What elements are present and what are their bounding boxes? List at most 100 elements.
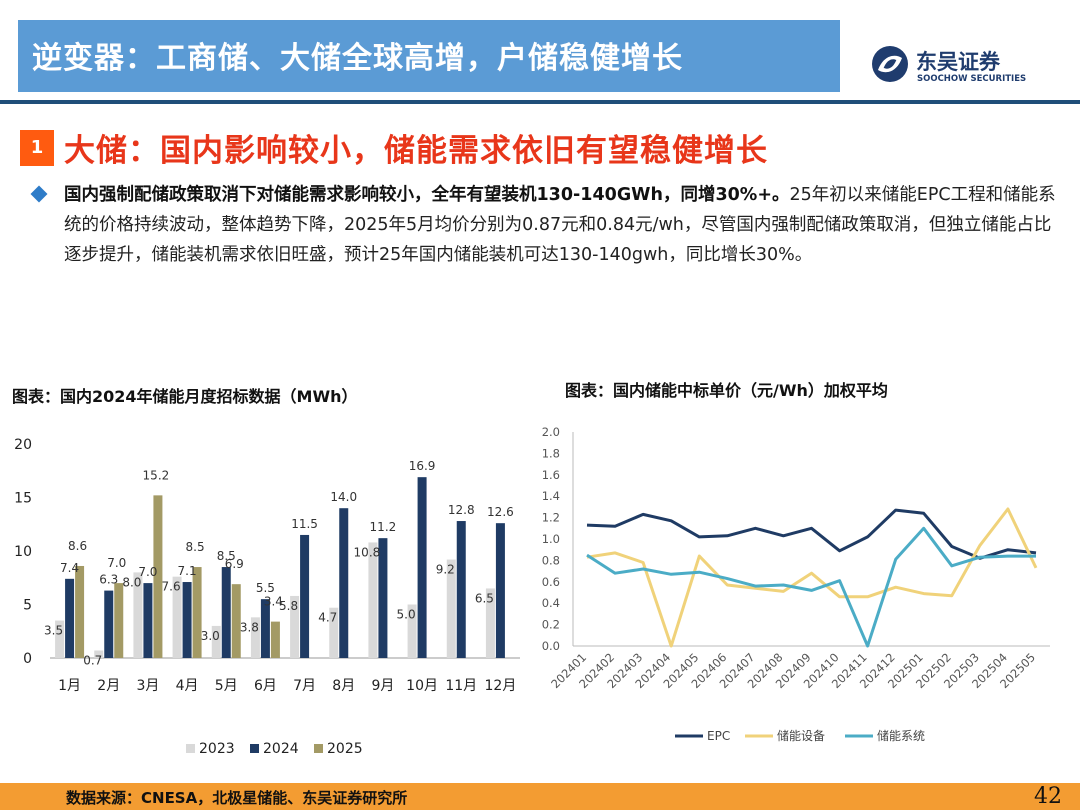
bar-2024: [182, 582, 192, 658]
bar-2024: [221, 567, 231, 658]
y-tick-label: 10: [14, 544, 32, 560]
footer-bar: [0, 783, 1080, 810]
bar-value-label: 0.7: [83, 654, 102, 668]
bar-2024: [417, 477, 427, 658]
bar-value-label: 7.6: [162, 580, 181, 594]
legend-label: 储能系统: [877, 728, 925, 743]
legend-label: EPC: [707, 729, 730, 743]
legend-label: 2023: [199, 741, 235, 757]
y-tick-label: 0.4: [542, 596, 560, 610]
monthly-tender-bar-chart: 0 5 10 15 20 1月 2月 3月 4月 5月 6月 7月 8月 9月 10月 11月 12月 3.5 7.…: [14, 437, 520, 757]
bar-2023: [250, 617, 260, 658]
x-tick-label: 12月: [485, 678, 517, 694]
section-title: 大储：国内影响较小，储能需求依旧有望稳健增长: [64, 133, 768, 169]
y-tick-label: 15: [14, 491, 32, 507]
x-tick-label: 10月: [406, 678, 438, 694]
bar-value-label: 3.8: [240, 620, 259, 634]
y-tick-label: 1.8: [542, 446, 560, 460]
bar-value-label: 15.2: [143, 468, 170, 482]
summary-paragraph: 国内强制配储政策取消下对储能需求影响较小，全年有望装机130-140GWh，同增…: [64, 180, 1064, 270]
bar-2025: [231, 584, 241, 658]
x-tick-label: 5月: [215, 678, 238, 694]
logo-english-name: SOOCHOW SECURITIES: [917, 74, 1027, 84]
legend-label: 储能设备: [777, 728, 825, 743]
bar-2024: [339, 508, 349, 658]
legend-swatch-2023: [186, 744, 195, 753]
line-series-储能系统: [586, 526, 1036, 648]
bar-2024: [495, 523, 505, 658]
bar-value-label: 5.0: [397, 608, 416, 622]
y-tick-label: 1.6: [542, 468, 560, 482]
bar-2024: [104, 590, 114, 658]
bar-value-label: 11.2: [370, 520, 397, 534]
bar-2024: [65, 578, 75, 658]
bar-2025: [75, 565, 85, 658]
bar-2023: [133, 572, 143, 658]
bar-2025: [270, 621, 280, 658]
bar-2023: [94, 650, 104, 658]
y-tick-label: 2.0: [542, 425, 560, 439]
x-tick-label: 7月: [293, 678, 316, 694]
bar-value-label: 7.0: [107, 556, 126, 570]
bar-value-label: 12.8: [448, 503, 475, 517]
y-tick-label: 0: [23, 651, 32, 667]
bar-value-label: 8.5: [186, 540, 205, 554]
page-number: 42: [1034, 784, 1062, 809]
title-bar: 逆变器：工商储、大储全球高增，户储稳健增长: [18, 20, 840, 92]
bar-value-label: 5.8: [279, 599, 298, 613]
y-tick-label: 20: [14, 437, 32, 453]
bar-2025: [192, 567, 202, 658]
left-chart-title: 图表：国内2024年储能月度招标数据（MWh）: [12, 387, 358, 406]
x-tick-label: 9月: [371, 678, 394, 694]
bar-2023: [407, 604, 417, 658]
bar-2023: [211, 625, 221, 658]
bar-value-label: 8.6: [68, 539, 87, 553]
bar-2024: [378, 538, 388, 658]
bar-value-label: 16.9: [409, 459, 436, 473]
bar-value-label: 14.0: [330, 490, 357, 504]
company-logo: 东吴证券 SOOCHOW SECURITIES: [870, 44, 1060, 90]
bar-value-label: 11.5: [291, 517, 318, 531]
legend-label: 2025: [327, 741, 363, 757]
y-tick-label: 1.0: [542, 532, 560, 546]
soochow-logo-icon: [872, 46, 908, 82]
right-chart-title: 图表：国内储能中标单价（元/Wh）加权平均: [565, 381, 888, 400]
bar-2023: [329, 607, 339, 658]
x-tick-label: 11月: [445, 678, 477, 694]
x-tick-label: 2月: [97, 678, 120, 694]
bar-value-label: 6.9: [225, 557, 244, 571]
header-divider: [0, 100, 1080, 104]
section-number-badge: 1: [20, 130, 54, 166]
page-title: 逆变器：工商储、大储全球高增，户储稳健增长: [32, 41, 683, 76]
bar-value-label: 7.0: [138, 565, 157, 579]
y-tick-label: 0.6: [542, 575, 560, 589]
bar-value-label: 3.4: [264, 595, 283, 609]
y-tick-label: 0.8: [542, 553, 560, 567]
x-tick-label: 8月: [332, 678, 355, 694]
bar-value-label: 4.7: [318, 611, 337, 625]
summary-bold-text: 国内强制配储政策取消下对储能需求影响较小，全年有望装机130-140GWh，同增…: [64, 185, 790, 205]
x-tick-label: 1月: [58, 678, 81, 694]
legend-swatch-2024: [250, 744, 259, 753]
bar-value-label: 3.0: [201, 629, 220, 643]
y-tick-label: 1.4: [542, 489, 560, 503]
bar-value-label: 12.6: [487, 505, 514, 519]
y-tick-label: 0.2: [542, 618, 560, 632]
bar-2024: [456, 521, 466, 658]
summary-text: 25年初以来储能EPC工程和储能系统的价格持续波动，整体趋势下降，2025年5月…: [64, 185, 1056, 265]
bar-2023: [55, 620, 65, 658]
bar-value-label: 9.2: [436, 563, 455, 577]
y-tick-label: 5: [23, 598, 32, 614]
bar-value-label: 5.5: [256, 581, 275, 595]
bar-value-label: 3.5: [44, 624, 63, 638]
data-source: 数据来源：CNESA，北极星储能、东吴证券研究所: [66, 789, 408, 807]
bar-2023: [446, 559, 456, 658]
x-tick-label: 4月: [176, 678, 199, 694]
bar-2023: [485, 588, 495, 658]
bar-2025: [153, 495, 163, 658]
x-tick-label: 3月: [136, 678, 159, 694]
bar-value-label: 7.1: [178, 564, 197, 578]
line-series-储能设备: [586, 507, 1038, 648]
bar-value-label: 6.5: [475, 591, 494, 605]
bar-2024: [143, 583, 153, 658]
